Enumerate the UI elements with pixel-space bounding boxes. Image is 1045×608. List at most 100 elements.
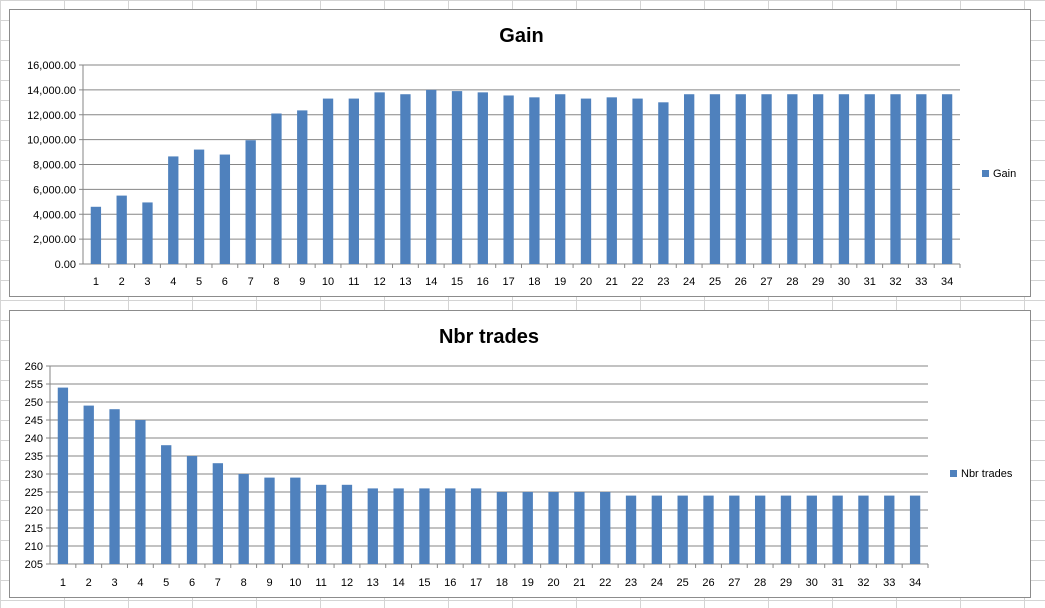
x-tick-label: 11 bbox=[315, 577, 326, 589]
x-tick-label: 2 bbox=[119, 276, 125, 288]
bar bbox=[625, 495, 637, 564]
bar bbox=[400, 94, 411, 265]
y-tick-label: 250 bbox=[25, 397, 43, 409]
x-tick-label: 10 bbox=[289, 577, 301, 589]
x-tick-label: 12 bbox=[341, 577, 353, 589]
chart-title: Nbr trades bbox=[439, 326, 539, 348]
bar bbox=[271, 113, 282, 264]
bar bbox=[522, 492, 533, 564]
x-tick-label: 8 bbox=[241, 577, 247, 589]
x-tick-label: 4 bbox=[137, 577, 143, 589]
x-tick-label: 14 bbox=[392, 577, 404, 589]
bar bbox=[684, 94, 695, 265]
bar bbox=[348, 98, 359, 264]
bar bbox=[651, 495, 663, 564]
x-tick-label: 5 bbox=[196, 276, 202, 288]
bar bbox=[858, 495, 869, 564]
x-tick-label: 29 bbox=[780, 577, 792, 589]
gain-chart[interactable]: Gain 0.00 2,000.00 4,000.00 6,000.00 8,000.00… bbox=[9, 9, 1031, 297]
x-tick-label: 34 bbox=[941, 276, 953, 288]
bar bbox=[580, 98, 592, 264]
bar bbox=[658, 102, 669, 264]
nbr-trades-chart[interactable]: Nbr trades 205 210 215 220 225 230 235 240 245 250… bbox=[9, 310, 1031, 598]
bar bbox=[529, 97, 540, 265]
legend-swatch bbox=[982, 170, 989, 177]
bar bbox=[168, 156, 179, 264]
x-tick-label: 23 bbox=[657, 276, 669, 288]
x-tick-label: 34 bbox=[909, 577, 921, 589]
bar bbox=[290, 477, 301, 564]
bar bbox=[161, 445, 172, 564]
bar bbox=[709, 94, 721, 265]
y-tick-label: 14,000.00 bbox=[27, 85, 76, 97]
y-tick-label: 235 bbox=[25, 451, 43, 463]
x-tick-label: 3 bbox=[144, 276, 150, 288]
legend-label: Gain bbox=[993, 168, 1016, 180]
bar bbox=[574, 492, 585, 564]
bar bbox=[838, 94, 850, 265]
x-tick-label: 26 bbox=[735, 276, 747, 288]
x-tick-label: 33 bbox=[883, 577, 895, 589]
x-tick-label: 33 bbox=[915, 276, 927, 288]
y-tick-label: 10,000.00 bbox=[27, 135, 76, 147]
bar bbox=[735, 94, 746, 265]
bar bbox=[193, 149, 205, 264]
y-tick-label: 12,000.00 bbox=[27, 110, 76, 122]
x-tick-label: 22 bbox=[631, 276, 643, 288]
bar bbox=[864, 94, 875, 265]
y-tick-label: 215 bbox=[25, 523, 43, 535]
bar bbox=[548, 492, 559, 564]
x-tick-label: 23 bbox=[625, 577, 637, 589]
bar bbox=[57, 387, 69, 564]
x-tick-label: 15 bbox=[451, 276, 463, 288]
x-tick-label: 30 bbox=[838, 276, 850, 288]
x-tick-label: 17 bbox=[470, 577, 482, 589]
y-tick-label: 245 bbox=[25, 415, 43, 427]
y-tick-label: 255 bbox=[25, 379, 43, 391]
x-tick-label: 20 bbox=[547, 577, 559, 589]
bar bbox=[135, 420, 146, 564]
bar bbox=[374, 92, 385, 264]
legend-swatch bbox=[950, 470, 957, 477]
x-tick-label: 18 bbox=[528, 276, 540, 288]
bar bbox=[393, 488, 404, 564]
x-tick-label: 26 bbox=[702, 577, 714, 589]
bar bbox=[212, 463, 224, 564]
x-tick-label: 20 bbox=[580, 276, 592, 288]
bar bbox=[186, 456, 198, 564]
bar bbox=[600, 492, 611, 564]
x-tick-label: 3 bbox=[111, 577, 117, 589]
x-tick-label: 1 bbox=[93, 276, 99, 288]
bar bbox=[555, 94, 566, 265]
bar bbox=[367, 488, 378, 564]
y-tick-label: 6,000.00 bbox=[33, 184, 76, 196]
x-tick-label: 21 bbox=[573, 577, 585, 589]
x-tick-label: 24 bbox=[683, 276, 695, 288]
bar bbox=[780, 495, 792, 564]
x-tick-label: 12 bbox=[374, 276, 386, 288]
bar bbox=[677, 495, 688, 564]
x-tick-label: 29 bbox=[812, 276, 824, 288]
bar bbox=[116, 195, 127, 264]
y-tick-label: 220 bbox=[25, 505, 43, 517]
y-tick-label: 210 bbox=[25, 541, 43, 553]
x-tick-label: 13 bbox=[399, 276, 411, 288]
x-tick-label: 4 bbox=[170, 276, 176, 288]
x-tick-label: 31 bbox=[864, 276, 876, 288]
x-tick-label: 15 bbox=[418, 577, 430, 589]
bar bbox=[806, 495, 817, 564]
x-tick-label: 27 bbox=[760, 276, 772, 288]
bar bbox=[606, 97, 617, 265]
bar bbox=[297, 110, 308, 264]
bar bbox=[445, 488, 456, 564]
x-tick-label: 21 bbox=[606, 276, 618, 288]
bar bbox=[812, 94, 824, 265]
x-tick-label: 19 bbox=[554, 276, 566, 288]
y-tick-label: 225 bbox=[25, 487, 43, 499]
bar bbox=[884, 495, 895, 564]
x-tick-label: 19 bbox=[522, 577, 534, 589]
x-tick-label: 9 bbox=[266, 577, 272, 589]
x-tick-label: 32 bbox=[889, 276, 901, 288]
bar bbox=[787, 94, 798, 265]
x-tick-label: 13 bbox=[367, 577, 379, 589]
